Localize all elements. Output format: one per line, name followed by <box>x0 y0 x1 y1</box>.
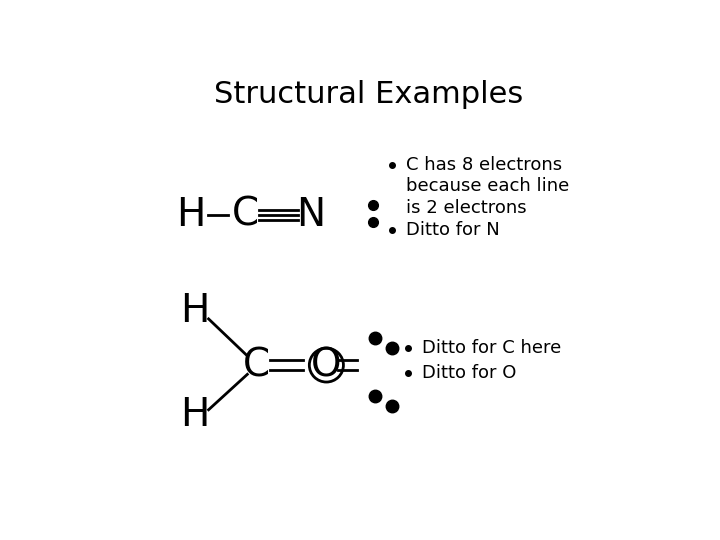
Text: C has 8 electrons: C has 8 electrons <box>406 156 562 174</box>
Text: Ditto for O: Ditto for O <box>422 364 516 382</box>
Text: Structural Examples: Structural Examples <box>215 79 523 109</box>
Text: Ditto for C here: Ditto for C here <box>422 339 561 357</box>
Text: H: H <box>180 396 210 434</box>
Text: is 2 electrons: is 2 electrons <box>406 199 527 217</box>
Text: H: H <box>180 292 210 330</box>
Text: N: N <box>297 196 325 234</box>
Text: O: O <box>311 346 341 384</box>
Text: Ditto for N: Ditto for N <box>406 221 500 239</box>
Text: C: C <box>231 196 258 234</box>
Text: H: H <box>176 196 205 234</box>
Text: C: C <box>243 346 270 384</box>
Text: because each line: because each line <box>406 178 570 195</box>
